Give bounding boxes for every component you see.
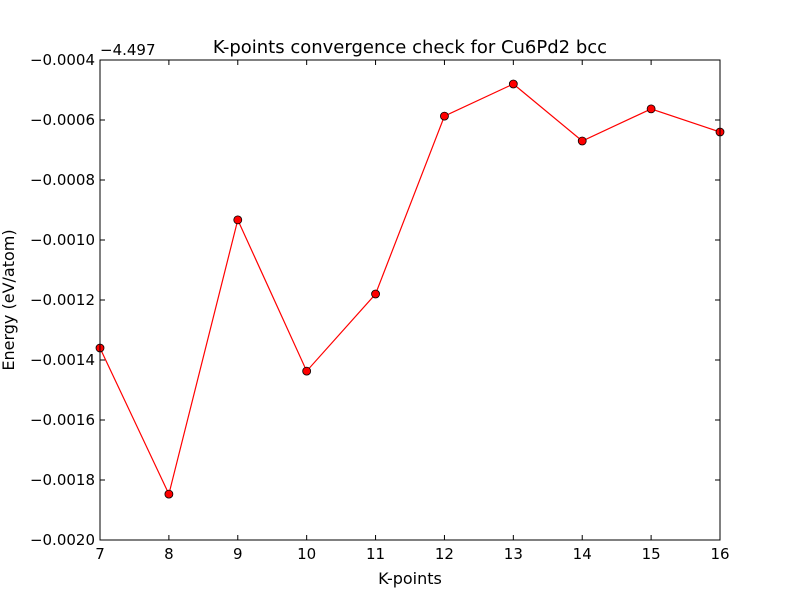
y-tick-label: −0.0004: [30, 51, 95, 69]
data-point: [302, 366, 312, 376]
y-tick-label: −0.0016: [30, 411, 95, 429]
x-tick-label: 7: [95, 545, 105, 563]
data-point: [371, 289, 380, 299]
data-point: [233, 215, 243, 225]
y-tick-label: −0.0006: [30, 111, 95, 129]
plot-frame: [99, 59, 721, 541]
chart-title: K-points convergence check for Cu6Pd2 bc…: [213, 37, 607, 58]
x-tick-label: 10: [297, 545, 316, 563]
x-tick-label: 15: [642, 545, 661, 563]
x-tick-label: 13: [504, 545, 523, 563]
y-tick-label: −0.0012: [30, 291, 95, 309]
y-tick-label: −0.0010: [30, 231, 95, 249]
y-tick-label: −0.0014: [30, 351, 95, 369]
x-tick-label: 8: [164, 545, 174, 563]
data-point: [508, 79, 518, 89]
x-tick-label: 11: [366, 545, 385, 563]
series-line: [99, 83, 721, 496]
y-tick-label: −0.0020: [30, 531, 95, 549]
y-tick-label: −0.0008: [30, 171, 95, 189]
series-group: [95, 79, 725, 499]
data-point: [440, 111, 449, 121]
x-tick-label: 14: [573, 545, 592, 563]
y-axis-label: Energy (eV/atom): [0, 229, 18, 370]
x-tick-label: 12: [435, 545, 454, 563]
tick-group: 7 8 9 10 11 12 13 14 15 16 −0.0020 −0.0018 −0.0016 −0…: [30, 51, 730, 563]
x-axis-label: K-points: [378, 569, 442, 588]
y-tick-label: −0.0018: [30, 471, 95, 489]
data-point: [577, 136, 587, 146]
data-point: [646, 104, 656, 114]
x-tick-label: 9: [233, 545, 243, 563]
x-tick-label: 16: [710, 545, 729, 563]
data-point: [164, 489, 174, 499]
y-offset-label: −4.497: [100, 41, 156, 59]
